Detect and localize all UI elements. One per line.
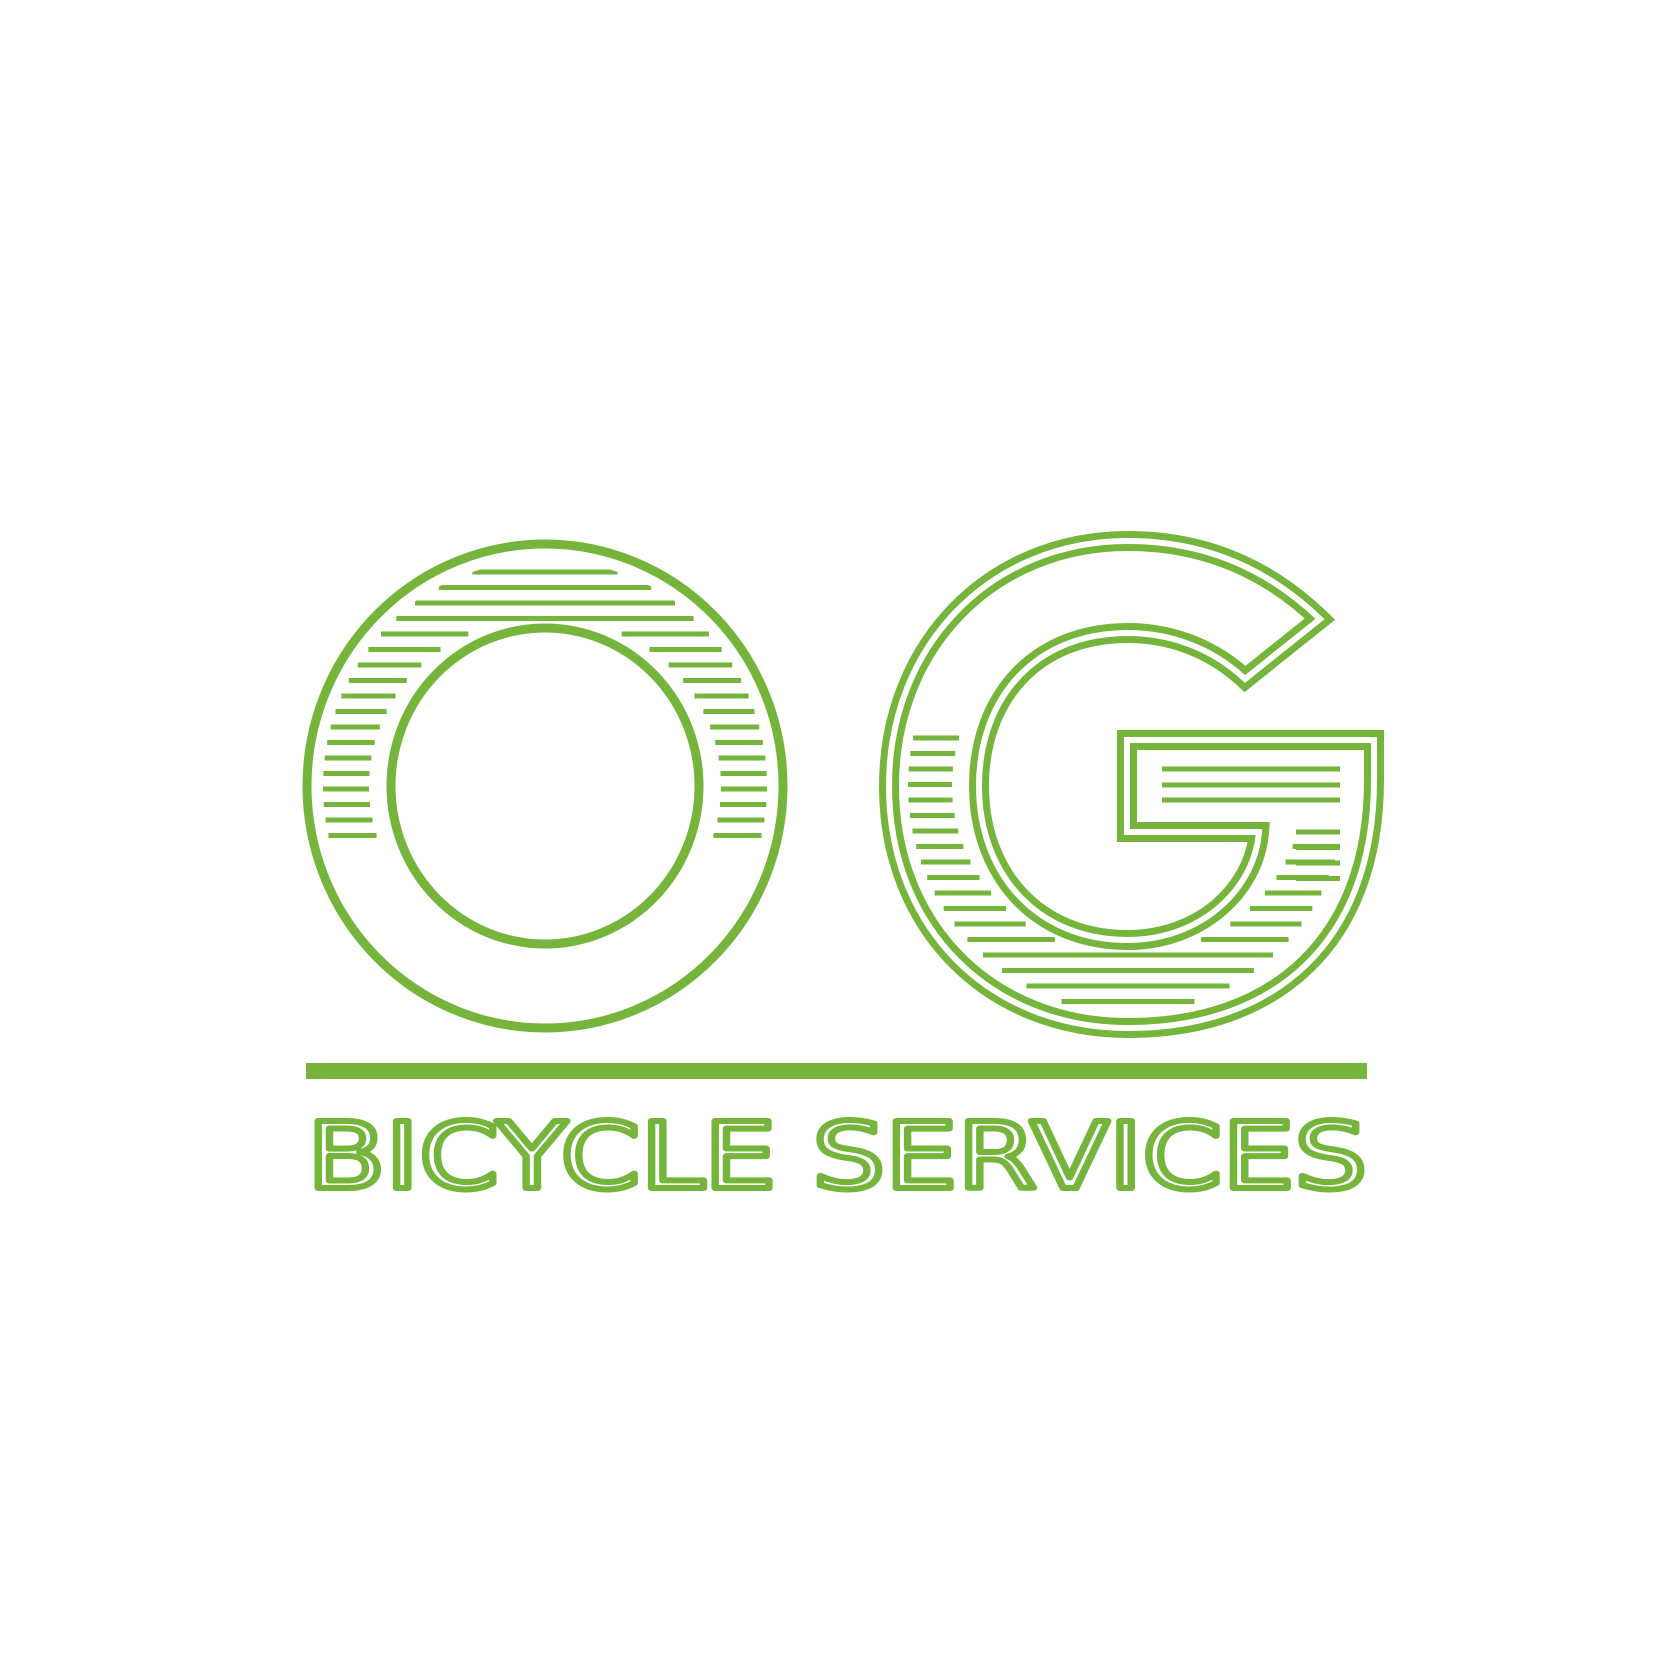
hatch-line	[1002, 968, 1254, 973]
hatch-line	[621, 631, 709, 637]
hatch-line	[916, 844, 964, 849]
hatch-line	[1296, 829, 1340, 835]
hatch-line	[335, 709, 387, 714]
letter-o	[302, 539, 788, 1033]
hatch-line	[909, 813, 955, 818]
hatch-line	[913, 735, 960, 741]
letter-g-hatching	[908, 735, 1340, 1004]
hatch-line	[649, 647, 722, 652]
hatch-line	[912, 828, 959, 834]
hatch-line	[323, 802, 371, 807]
hatch-line	[715, 740, 763, 745]
hatch-line	[1162, 797, 1340, 803]
letter-g	[878, 530, 1384, 1039]
hatch-line	[668, 662, 733, 668]
hatch-line	[327, 740, 375, 745]
hatch-line	[1230, 921, 1302, 927]
hatch-line	[323, 786, 370, 792]
hatch-line	[325, 817, 373, 823]
hatch-line	[1061, 999, 1195, 1004]
tagline-text: BICYCLE SERVICES	[307, 1103, 1367, 1210]
hatch-line	[1162, 766, 1340, 772]
hatch-line	[717, 817, 765, 823]
hatch-line	[921, 859, 971, 865]
hatch-line	[381, 631, 469, 637]
letter-o-hatching	[323, 569, 767, 838]
hatch-line	[713, 833, 762, 838]
hatch-line	[908, 782, 953, 787]
hatch-line	[954, 921, 1026, 927]
hatch-line	[438, 585, 652, 590]
hatch-line	[1296, 876, 1340, 881]
hatch-line	[1162, 782, 1340, 788]
hatch-line	[927, 875, 980, 880]
hatch-line	[720, 771, 767, 776]
hatch-line	[368, 647, 441, 652]
divider-bar	[306, 1063, 1367, 1079]
letter-g-outline-inner	[885, 537, 1377, 1032]
monogram-og	[302, 530, 1384, 1039]
hatch-line	[348, 678, 407, 683]
hatch-line	[943, 906, 1006, 911]
hatch-line	[720, 786, 767, 792]
hatch-line	[1026, 983, 1230, 989]
hatch-line	[703, 709, 755, 714]
hatch-line	[328, 833, 377, 838]
hatch-line	[1296, 860, 1340, 866]
hatch-line	[1201, 937, 1289, 942]
hatch-line	[396, 616, 694, 621]
hatch-line	[323, 771, 370, 776]
hatch-line	[357, 662, 422, 668]
hatch-line	[330, 724, 380, 730]
hatch-line	[683, 678, 742, 683]
hatch-line	[967, 937, 1055, 942]
hatch-line	[415, 600, 675, 606]
hatch-line	[1250, 906, 1313, 911]
hatch-line	[1296, 845, 1340, 850]
hatch-line	[908, 766, 953, 772]
letter-o-inner-outline	[386, 623, 704, 949]
letter-o-outer-outline	[302, 539, 788, 1033]
hatch-line	[324, 755, 372, 761]
hatch-line	[710, 724, 760, 730]
hatch-line	[982, 952, 1274, 958]
hatch-line	[694, 693, 749, 699]
hatch-line	[341, 693, 396, 699]
hatch-line	[910, 751, 956, 756]
hatch-line	[908, 797, 953, 803]
hatch-line	[1264, 890, 1322, 896]
hatch-line	[718, 755, 766, 761]
hatch-line	[472, 569, 618, 575]
hatch-line	[934, 890, 992, 896]
hatch-line	[719, 802, 767, 807]
